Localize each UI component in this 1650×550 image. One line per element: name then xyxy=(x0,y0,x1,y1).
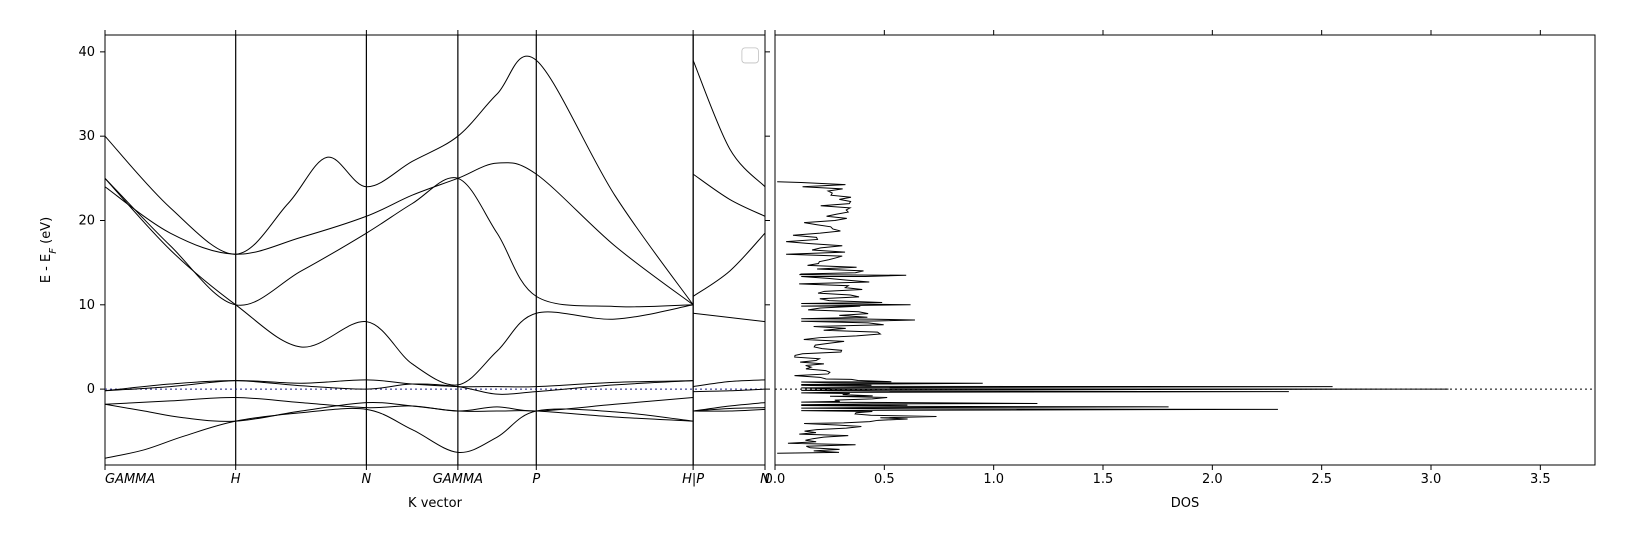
band-ytick-label: 20 xyxy=(78,213,95,228)
band-line xyxy=(693,174,765,216)
k-tick-label: H|P xyxy=(682,472,704,487)
dos-line-group xyxy=(777,182,1448,453)
band-ytick-label: 30 xyxy=(78,129,95,144)
band-lines-group xyxy=(105,56,765,458)
band-axes xyxy=(105,35,765,465)
plot-svg: 010203040GAMMAHNGAMMAPH|PNE - EF (eV)K v… xyxy=(0,0,1650,550)
dos-xtick-label: 1.0 xyxy=(983,472,1004,487)
k-tick-label: N xyxy=(362,472,372,487)
dos-xtick-label: 2.5 xyxy=(1311,472,1332,487)
band-ytick-label: 10 xyxy=(78,298,95,313)
dos-xtick-label: 2.0 xyxy=(1202,472,1223,487)
band-xlabel: K vector xyxy=(408,496,463,511)
k-tick-label: GAMMA xyxy=(105,472,155,487)
band-ytick-label: 0 xyxy=(87,382,95,397)
dos-xtick-label: 3.0 xyxy=(1421,472,1442,487)
band-line xyxy=(693,233,765,296)
dos-xtick-label: 0.0 xyxy=(765,472,786,487)
figure: 010203040GAMMAHNGAMMAPH|PNE - EF (eV)K v… xyxy=(0,0,1650,550)
k-tick-label: P xyxy=(532,472,540,487)
dos-axes xyxy=(775,35,1595,465)
dos-xlabel: DOS xyxy=(1171,496,1200,511)
band-line xyxy=(105,56,693,305)
dos-line xyxy=(777,182,1448,453)
k-tick-label: GAMMA xyxy=(433,472,483,487)
band-line xyxy=(693,380,765,387)
legend-box xyxy=(742,48,759,63)
band-line xyxy=(105,178,693,385)
band-ylabel: E - EF (eV) xyxy=(39,217,59,283)
k-tick-label: H xyxy=(231,472,241,487)
dos-xtick-label: 1.5 xyxy=(1093,472,1114,487)
band-ytick-label: 40 xyxy=(78,45,95,60)
band-line xyxy=(693,389,765,392)
dos-xtick-label: 3.5 xyxy=(1530,472,1551,487)
dos-xtick-label: 0.5 xyxy=(874,472,895,487)
band-line xyxy=(693,60,765,186)
band-line xyxy=(693,313,765,321)
band-line xyxy=(105,178,693,307)
band-line xyxy=(105,163,693,305)
